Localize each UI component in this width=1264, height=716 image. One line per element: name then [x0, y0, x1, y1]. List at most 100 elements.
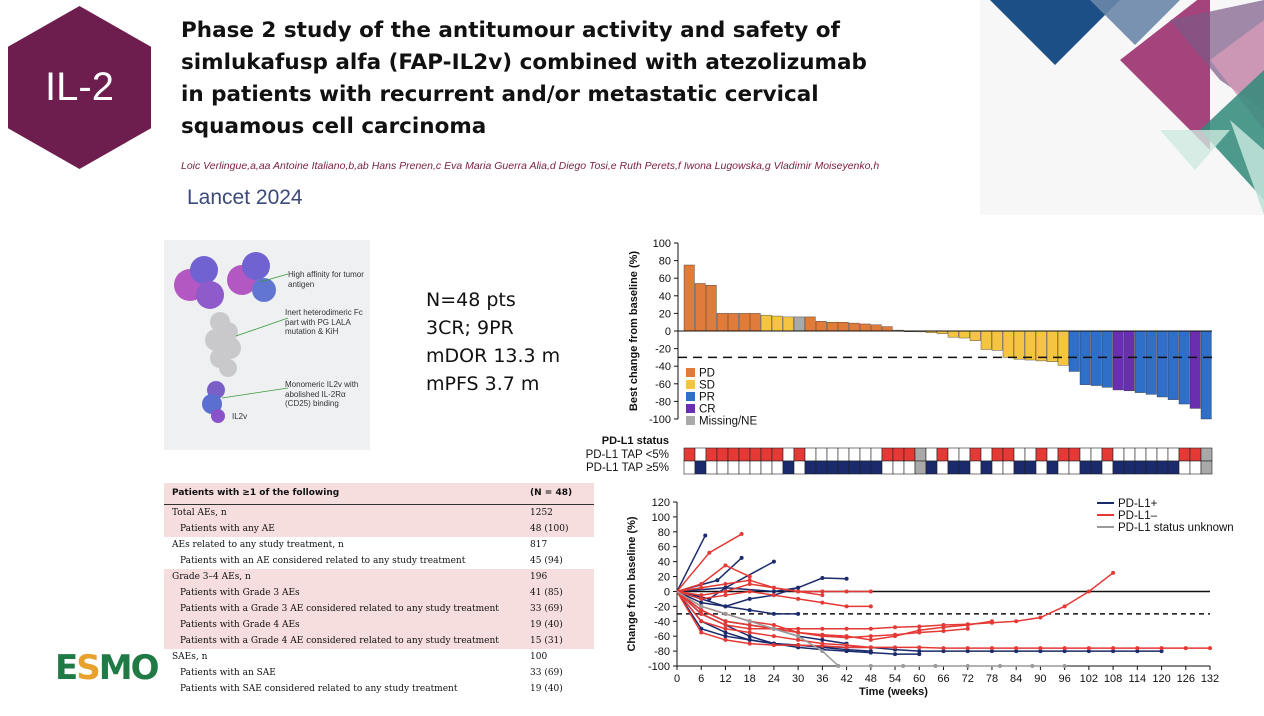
pdl1-cell-high: [1145, 460, 1158, 475]
waterfall-bar: [1112, 330, 1124, 391]
data-point: [1062, 604, 1067, 609]
pdl1-cell-low: [804, 447, 817, 462]
table-cell-label: Patients with an SAE: [164, 664, 524, 681]
waterfall-bar: [705, 285, 717, 332]
data-point: [965, 649, 970, 654]
pdl1-cell-high: [826, 460, 839, 475]
data-point: [893, 632, 898, 637]
pdl1-cell-low: [958, 447, 971, 462]
pdl1-cell-low: [1002, 447, 1015, 462]
waterfall-bar: [738, 313, 750, 332]
pdl1-cell-low: [903, 447, 916, 462]
waterfall-bar: [815, 321, 827, 332]
x-axis-label: Time (weeks): [859, 686, 928, 698]
stat-mdor: mDOR 13.3 m: [426, 345, 561, 367]
data-point: [723, 585, 728, 590]
y-tick-label: 0: [664, 586, 670, 598]
y-tick-label: 0: [665, 326, 671, 338]
data-point: [771, 585, 776, 590]
y-tick-label: 80: [659, 256, 671, 268]
data-point: [771, 623, 776, 627]
waterfall-bar: [881, 326, 893, 332]
pdl1-cell-high: [848, 460, 861, 475]
y-tick-label: -20: [654, 601, 670, 613]
table-cell-label: Patients with a Grade 4 AE considered re…: [180, 635, 499, 646]
pdl1-cell-high: [881, 460, 894, 475]
data-point: [965, 626, 970, 631]
x-tick-label: 60: [913, 673, 925, 685]
data-point: [965, 623, 970, 627]
author-list: Loic Verlingue,a,aa Antoine Italiano,b,a…: [181, 160, 880, 172]
data-point: [771, 559, 776, 564]
x-tick-label: 42: [840, 673, 852, 685]
x-tick-label: 48: [865, 673, 877, 685]
data-point: [1208, 646, 1212, 651]
legend-label: PD-L1–: [1118, 510, 1158, 522]
x-tick-label: 6: [698, 673, 704, 685]
x-tick-label: 102: [1080, 673, 1098, 685]
data-point: [868, 589, 873, 594]
legend-swatch: [686, 392, 695, 401]
data-point: [723, 593, 728, 598]
waterfall-bar: [1167, 330, 1179, 400]
pdl1-cell-low: [1013, 447, 1026, 462]
pdl1-cell-high: [1156, 460, 1169, 475]
waterfall-bar: [1123, 330, 1135, 392]
stat-response: 3CR; 9PR: [426, 317, 514, 339]
x-tick-label: 30: [792, 673, 804, 685]
pdl1-cell-low: [947, 447, 960, 462]
data-point: [723, 611, 728, 616]
y-tick-label: -60: [654, 631, 670, 643]
data-point: [820, 593, 825, 598]
y-tick-label: -60: [655, 379, 671, 391]
data-point: [747, 574, 752, 579]
table-row: AEs related to any study treatment, n 817: [164, 536, 594, 553]
waterfall-bar: [749, 313, 761, 332]
y-axis-label: Change from baseline (%): [626, 516, 638, 651]
legend-label: PR: [699, 392, 715, 404]
pdl1-cell-high: [903, 460, 916, 475]
stat-mpfs: mPFS 3.7 m: [426, 373, 540, 395]
data-point: [844, 649, 849, 654]
data-point: [1014, 649, 1019, 654]
data-point: [1038, 649, 1043, 654]
data-point: [747, 626, 752, 631]
data-point: [1086, 646, 1091, 651]
data-point: [868, 604, 873, 609]
data-point: [796, 643, 801, 648]
table-row: Patients with any AE 48 (100): [164, 521, 594, 537]
pdl1-cell-high: [694, 460, 707, 475]
x-tick-label: 12: [719, 673, 731, 685]
waterfall-chart: -100 -80 -60 -40 -20 0 20 40 60 80 100 Best change …: [628, 238, 1212, 428]
data-point: [747, 619, 752, 624]
waterfall-bar: [1145, 330, 1157, 395]
data-point: [739, 555, 744, 560]
legend-swatch: [686, 380, 695, 389]
data-point: [796, 637, 801, 642]
x-tick-label: 132: [1201, 673, 1219, 685]
waterfall-bar: [859, 323, 871, 332]
pdl1-cell-high: [969, 460, 982, 475]
pdl1-cell-high: [925, 460, 938, 475]
waterfall-bar: [848, 322, 860, 332]
table-cell-label: Grade 3–4 AEs, n: [172, 571, 251, 582]
data-point: [965, 646, 970, 651]
pdl1-cell-low: [980, 447, 993, 462]
waterfall-bar: [1156, 330, 1168, 398]
data-point: [820, 576, 825, 581]
data-point: [1086, 649, 1091, 654]
data-point: [965, 664, 970, 668]
data-point: [723, 637, 728, 642]
table-cell-label: SAEs, n: [164, 648, 524, 665]
y-tick-label: 20: [658, 572, 670, 584]
data-point: [941, 628, 946, 633]
table-cell-label: Total AEs, n: [172, 507, 227, 518]
data-point: [796, 634, 801, 639]
data-point: [989, 619, 994, 624]
data-point: [941, 646, 946, 651]
table-cell-value: 33 (69): [524, 664, 594, 681]
pdl1-row-label-low: PD-L1 TAP <5%: [586, 449, 669, 461]
pdl1-cell-high: [1134, 460, 1147, 475]
waterfall-bar: [804, 316, 816, 332]
pdl1-cell-low: [1167, 447, 1180, 462]
